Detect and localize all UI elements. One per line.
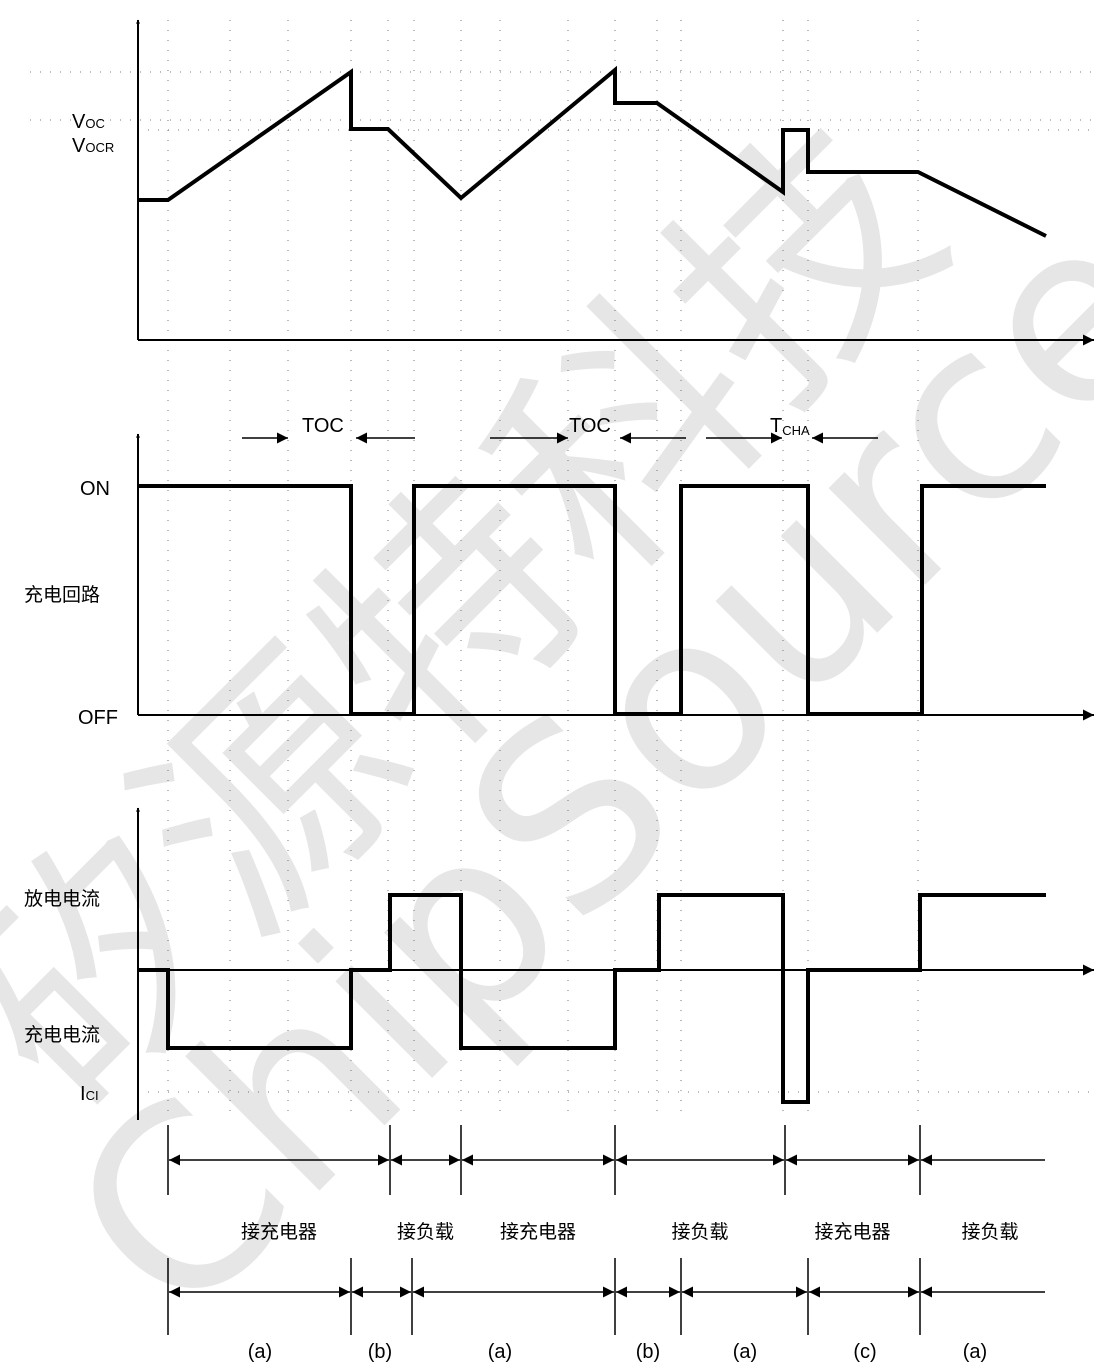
state-phase-label: (a) xyxy=(963,1341,987,1363)
vocr-label: VOCR xyxy=(72,135,114,157)
connection-phase-label: 接负载 xyxy=(397,1221,454,1243)
charge-current-label: 充电电流 xyxy=(24,1024,100,1046)
charge-loop-label: 充电回路 xyxy=(24,584,100,606)
phase-ticks xyxy=(167,1125,921,1335)
charge-loop-waveform xyxy=(138,484,1046,716)
toc-marker-2: TOC xyxy=(490,415,686,444)
state-phase-label: (c) xyxy=(853,1341,876,1363)
connection-phase-label: 接负载 xyxy=(671,1221,728,1243)
state-phase-label: (a) xyxy=(733,1341,757,1363)
tcha-marker: TCHA xyxy=(706,415,878,444)
discharge-current-label: 放电电流 xyxy=(24,888,100,910)
svg-text:TOC: TOC xyxy=(569,415,611,437)
connection-phase-label: 接负载 xyxy=(961,1221,1018,1243)
switch-panel: ON 充电回路 OFF TOC TOC TCHA xyxy=(24,415,1094,729)
voc-label: VOC xyxy=(72,111,105,133)
state-phase-label: (b) xyxy=(368,1341,392,1363)
voltage-panel: VOC VOCR xyxy=(72,19,1094,346)
state-phase-row: (a) (b) (a) (b) (a) (c) (a) xyxy=(169,1286,1045,1363)
toc-marker-1: TOC xyxy=(242,415,415,444)
connection-phase-label: 接充电器 xyxy=(241,1221,317,1243)
connection-phase-row: 接充电器 接负载 接充电器 接负载 接充电器 接负载 xyxy=(169,1154,1045,1243)
connection-phase-label: 接充电器 xyxy=(500,1221,576,1243)
on-label: ON xyxy=(80,478,110,500)
state-phase-label: (b) xyxy=(636,1341,660,1363)
svg-text:TOC: TOC xyxy=(302,415,344,437)
svg-text:TCHA: TCHA xyxy=(770,415,810,438)
connection-phase-label: 接充电器 xyxy=(814,1221,890,1243)
ici-label: ICI xyxy=(80,1083,99,1105)
current-panel: 放电电流 充电电流 ICI xyxy=(24,807,1094,1120)
state-phase-label: (a) xyxy=(488,1341,512,1363)
current-waveform xyxy=(138,893,1046,1104)
state-phase-label: (a) xyxy=(248,1341,272,1363)
off-label: OFF xyxy=(78,707,118,729)
battery-voltage-waveform xyxy=(138,65,1047,238)
